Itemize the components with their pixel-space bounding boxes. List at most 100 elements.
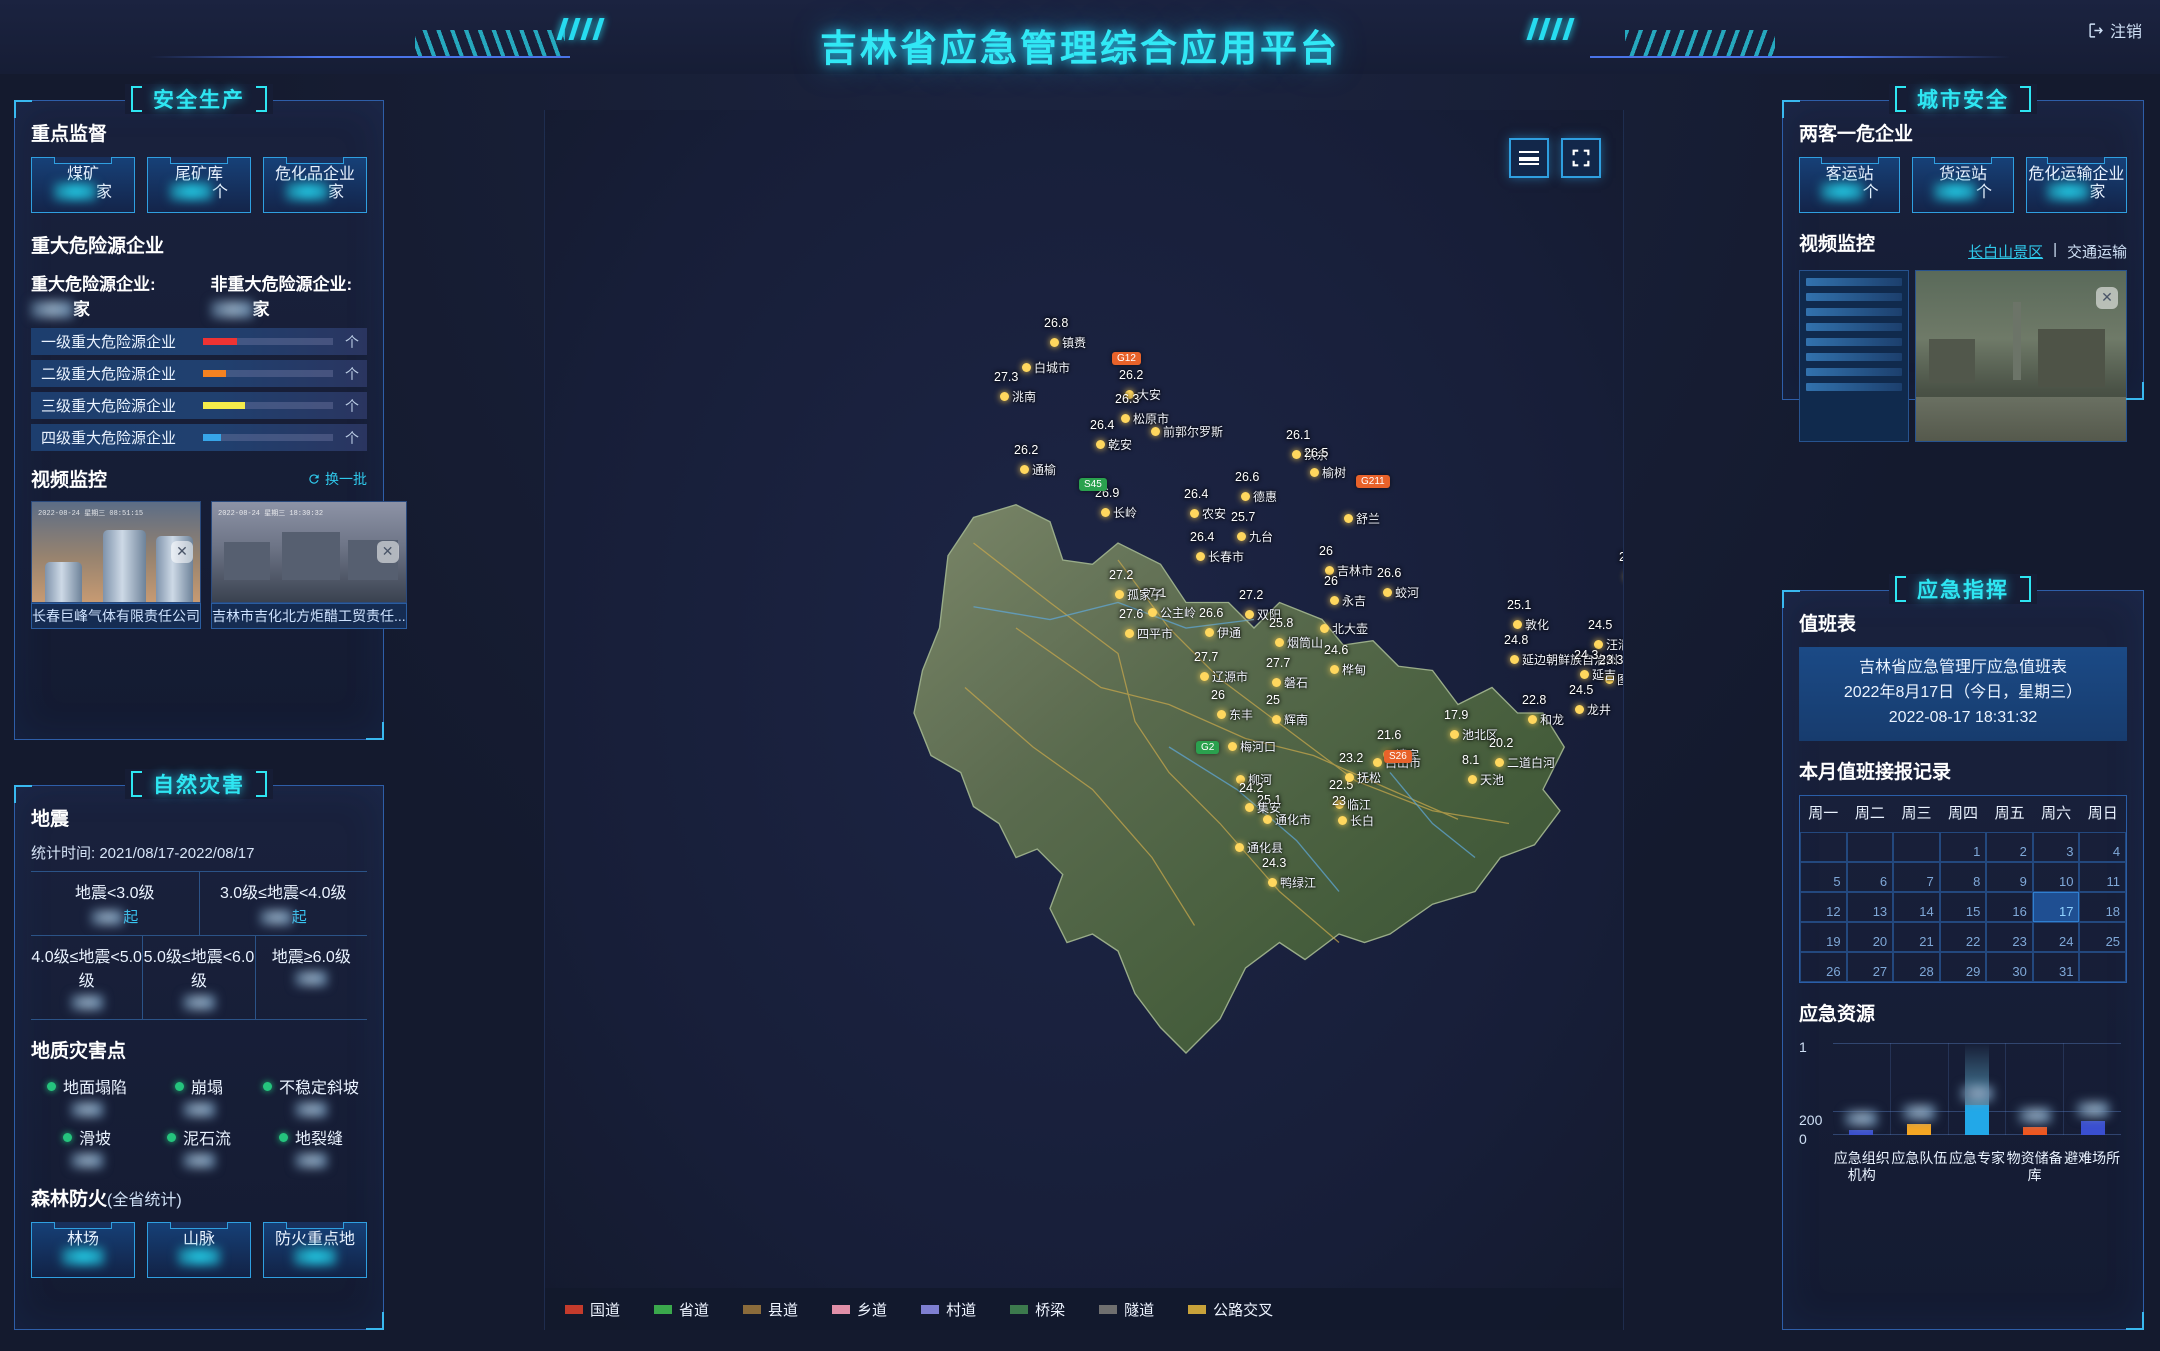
map-city-pin[interactable]	[1310, 468, 1319, 477]
province-map-shape[interactable]	[574, 301, 1594, 1091]
map-city-pin[interactable]	[1237, 532, 1246, 541]
calendar-day-cell[interactable]: 26	[1800, 952, 1847, 983]
calendar-day-cell[interactable]: 3	[2032, 832, 2080, 863]
map-city-pin[interactable]	[1330, 596, 1339, 605]
calendar-day-cell[interactable]: 28	[1893, 952, 1940, 983]
calendar-day-cell[interactable]: 20	[1846, 922, 1894, 953]
calendar-day-cell[interactable]: 29	[1939, 952, 1987, 983]
map-city-pin[interactable]	[1245, 803, 1254, 812]
map-city-pin[interactable]	[1217, 710, 1226, 719]
link-transport[interactable]: 交通运输	[2066, 244, 2127, 261]
geo-item-rockfall[interactable]: 崩塌	[143, 1074, 255, 1117]
calendar-day-cell[interactable]: 2	[1986, 832, 2033, 863]
stat-card-hazmat-transport[interactable]: 危化运输企业 家	[2025, 157, 2127, 213]
map-city-pin[interactable]	[1450, 730, 1459, 739]
map-city-pin[interactable]	[1235, 843, 1244, 852]
video-thumbnail[interactable]: 2022-08-24 星期三 18:30:32 ✕	[211, 501, 407, 603]
calendar-day-cell[interactable]: 10	[2032, 862, 2080, 893]
map-city-pin[interactable]	[1344, 514, 1353, 523]
stat-card-hazardous-chemical-enterprise[interactable]: 危化品企业 家	[263, 157, 367, 213]
map-city-pin[interactable]	[1275, 638, 1284, 647]
logout-button[interactable]: 注销	[2088, 18, 2142, 42]
calendar-day-cell[interactable]: 24	[2032, 922, 2080, 953]
calendar-day-cell[interactable]: 6	[1846, 862, 1894, 893]
map-city-pin[interactable]	[1022, 363, 1031, 372]
map-city-pin[interactable]	[1228, 742, 1237, 751]
legend-item[interactable]: 桥梁	[1010, 1299, 1065, 1320]
geo-item-debris-flow[interactable]: 泥石流	[143, 1125, 255, 1168]
map-city-pin[interactable]	[1190, 509, 1199, 518]
map-city-pin[interactable]	[1148, 608, 1157, 617]
map-city-pin[interactable]	[1605, 675, 1614, 684]
map-city-pin[interactable]	[1125, 629, 1134, 638]
hazard-bar-level-3[interactable]: 三级重大危险源企业 个	[31, 392, 367, 419]
calendar-day-cell[interactable]: 31	[2032, 952, 2080, 983]
map-city-pin[interactable]	[1510, 655, 1519, 664]
map-city-pin[interactable]	[1200, 672, 1209, 681]
map-city-pin[interactable]	[1268, 878, 1277, 887]
hamburger-menu-icon[interactable]	[1509, 138, 1549, 178]
fullscreen-icon[interactable]	[1561, 138, 1601, 178]
map-city-pin[interactable]	[1272, 715, 1281, 724]
map-city-pin[interactable]	[1383, 588, 1392, 597]
calendar-day-cell[interactable]: 23	[1986, 922, 2033, 953]
map-city-pin[interactable]	[1373, 758, 1382, 767]
close-icon[interactable]: ✕	[2096, 287, 2118, 309]
map-city-pin[interactable]	[1236, 775, 1245, 784]
map-city-pin[interactable]	[1196, 552, 1205, 561]
legend-item[interactable]: 公路交叉	[1188, 1299, 1273, 1320]
geo-item-unstable-slope[interactable]: 不稳定斜坡	[255, 1074, 367, 1117]
map-city-pin[interactable]	[1292, 450, 1301, 459]
calendar-day-cell[interactable]: 15	[1939, 892, 1987, 923]
close-icon[interactable]: ✕	[376, 541, 399, 563]
calendar-day-cell[interactable]: 16	[1986, 892, 2033, 923]
close-icon[interactable]: ✕	[171, 541, 193, 563]
map-city-pin[interactable]	[1345, 773, 1354, 782]
map-city-pin[interactable]	[1000, 392, 1009, 401]
map-city-pin[interactable]	[1335, 800, 1344, 809]
calendar-day-cell[interactable]: 4	[2079, 832, 2127, 863]
earthquake-cell-3to4[interactable]: 3.0级≤地震<4.0级 起	[200, 872, 368, 935]
map-city-pin[interactable]	[1495, 758, 1504, 767]
stat-card-passenger-station[interactable]: 客运站 个	[1799, 157, 1901, 213]
calendar-day-cell[interactable]: 14	[1893, 892, 1940, 923]
duty-roster-card[interactable]: 吉林省应急管理厅应急值班表 2022年8月17日（今日，星期三） 2022-08…	[1799, 647, 2127, 742]
map-city-pin[interactable]	[1245, 610, 1254, 619]
chart-bar-column[interactable]	[2064, 1043, 2121, 1136]
link-changbaishan-scenic[interactable]: 长白山景区	[1968, 244, 2044, 261]
hazard-bar-level-1[interactable]: 一级重大危险源企业 个	[31, 328, 367, 355]
hazard-bar-level-4[interactable]: 四级重大危险源企业 个	[31, 424, 367, 451]
map-city-pin[interactable]	[1468, 775, 1477, 784]
video-channel-list[interactable]	[1799, 270, 1909, 442]
map-city-pin[interactable]	[1096, 440, 1105, 449]
geo-item-landslide[interactable]: 滑坡	[31, 1125, 143, 1168]
map-city-pin[interactable]	[1272, 678, 1281, 687]
map-city-pin[interactable]	[1205, 628, 1214, 637]
stat-card-fire-key-area[interactable]: 防火重点地	[263, 1222, 367, 1278]
map-city-pin[interactable]	[1575, 705, 1584, 714]
video-thumbnail[interactable]: 2022-08-24 星期三 08:51:15 ✕	[31, 501, 201, 603]
video-item-2[interactable]: 2022-08-24 星期三 18:30:32 ✕ 吉林市吉化北方炬醋工贸责任.…	[211, 501, 407, 629]
stat-card-tailings-pond[interactable]: 尾矿库 个	[147, 157, 251, 213]
map-city-pin[interactable]	[1101, 508, 1110, 517]
map-city-pin[interactable]	[1594, 640, 1603, 649]
legend-item[interactable]: 国道	[565, 1299, 620, 1320]
stat-card-freight-station[interactable]: 货运站 个	[1912, 157, 2014, 213]
map-city-pin[interactable]	[1121, 414, 1130, 423]
calendar-day-cell[interactable]: 27	[1846, 952, 1894, 983]
city-video-player[interactable]: ✕	[1799, 270, 2127, 442]
map-city-pin[interactable]	[1241, 492, 1250, 501]
legend-item[interactable]: 乡道	[832, 1299, 887, 1320]
calendar-day-cell[interactable]: 9	[1986, 862, 2033, 893]
earthquake-cell-5to6[interactable]: 5.0级≤地震<6.0级	[143, 936, 256, 1019]
map-city-pin[interactable]	[1263, 815, 1272, 824]
calendar-day-cell[interactable]: 19	[1800, 922, 1847, 953]
map-city-pin[interactable]	[1330, 665, 1339, 674]
map-city-pin[interactable]	[1338, 816, 1347, 825]
legend-item[interactable]: 村道	[921, 1299, 976, 1320]
map-city-pin[interactable]	[1020, 465, 1029, 474]
chart-bar-column[interactable]	[1833, 1043, 1891, 1136]
calendar-day-cell[interactable]: 8	[1939, 862, 1987, 893]
video-item-1[interactable]: 2022-08-24 星期三 08:51:15 ✕ 长春巨峰气体有限责任公司	[31, 501, 201, 629]
legend-item[interactable]: 省道	[654, 1299, 709, 1320]
